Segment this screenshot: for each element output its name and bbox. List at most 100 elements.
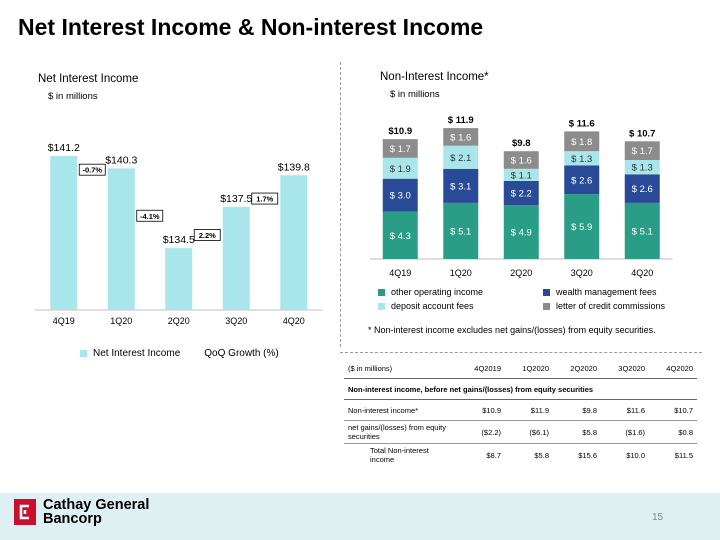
nii-bar [280,175,308,310]
table-section-row: Non-interest income, before net gains/(l… [344,378,697,400]
legend-swatch-letter [543,302,550,310]
x-tick-label: 2Q20 [168,316,190,326]
stack-segment [624,160,660,175]
right-chart-title: Non-Interest Income* [380,71,489,83]
stack-segment [443,202,479,259]
total-label: $9.8 [512,138,531,149]
segment-value-label: $ 1.1 [511,170,532,181]
segment-value-label: $ 5.1 [450,226,471,237]
segment-value-label: $ 2.6 [571,175,592,186]
stack-segment [564,131,600,152]
qoq-growth-label: -0.7% [82,166,102,175]
table-row: net gains/(losses) from equity securitie… [344,420,697,444]
total-label: $ 11.9 [448,115,474,126]
table-cell: $11.9 [505,399,553,421]
legend-item-other: other operating income [378,287,483,297]
right-chart-subtitle: $ in millions [390,89,440,100]
x-tick-label: 1Q20 [450,268,472,278]
segment-value-label: $ 5.9 [571,222,592,233]
table-cell: $15.6 [553,443,601,466]
stack-segment [624,141,660,160]
table-cell: $5.8 [553,420,601,444]
segment-value-label: $ 1.3 [571,154,592,165]
x-tick-label: 1Q20 [110,316,132,326]
footer-band [0,493,720,540]
segment-value-label: $ 2.6 [632,184,653,195]
stack-segment [624,174,660,203]
footnote: * Non-interest income excludes net gains… [368,325,656,335]
table-cell: $10.9 [457,399,505,421]
legend-label-other: other operating income [391,287,484,297]
x-tick-label: 4Q19 [53,316,75,326]
stack-segment [503,205,539,259]
qoq-growth-label: 1.7% [256,195,273,204]
qoq-growth-box [78,163,106,176]
stack-segment [564,151,600,166]
qoq-growth-box [251,192,279,205]
x-tick-label: 4Q20 [631,268,653,278]
segment-value-label: $ 1.6 [450,132,471,143]
stack-segment [503,180,539,206]
table-cell: ($1.6) [601,420,649,444]
table-header-cell: 3Q2020 [601,358,649,379]
table-header-cell: 4Q2019 [457,358,505,379]
segment-value-label: $ 1.3 [632,163,653,174]
nii-data-label: $134.5 [163,234,195,246]
stack-segment [382,157,418,179]
table-header-row: ($ in millions) 4Q2019 1Q2020 2Q2020 3Q2… [344,358,697,379]
qoq-growth-label: -4.1% [140,212,160,221]
stack-segment [564,165,600,195]
legend-item-letter: letter of credit commissions [543,301,665,311]
table-cell: $10.0 [601,443,649,466]
stack-segment [382,211,418,259]
segment-value-label: $ 1.8 [571,137,592,148]
qoq-growth-box [193,229,221,241]
segment-value-label: $ 5.1 [632,226,653,237]
segment-value-label: $ 4.9 [511,228,532,239]
table-cell: ($2.2) [457,420,505,444]
table-cell: $10.7 [649,399,697,421]
stack-segment [443,168,479,203]
nii-bar [50,156,78,310]
x-tick-label: 3Q20 [225,316,247,326]
nii-data-label: $137.5 [220,193,252,205]
x-tick-label: 4Q20 [283,316,305,326]
stack-segment [503,168,539,181]
left-chart-title: Net Interest Income [38,73,139,85]
legend-swatch-deposit [378,302,385,310]
total-label: $ 10.7 [629,128,655,139]
logo-text-line2: Bancorp [43,511,102,527]
non-interest-income-chart: $ 4.3 $ 3.0 $ 1.9 $ 1.7 $10.9 4Q19 $ 5.1 $ 3.1 $… [370,115,673,278]
table-cell: $8.7 [457,443,505,466]
nii-data-label: $139.8 [278,161,310,173]
page-number: 15 [652,512,664,523]
legend-label-deposit: deposit account fees [391,301,474,311]
qoq-growth-box [136,209,164,222]
segment-value-label: $ 4.3 [390,231,411,242]
segment-value-label: $ 2.1 [450,153,471,164]
table-row: Non-interest income* $10.9 $11.9 $9.8 $1… [344,399,697,421]
table-section-label: Non-interest income, before net gains/(l… [344,378,697,400]
segment-value-label: $ 3.0 [390,191,411,202]
table-cell: ($6.1) [505,420,553,444]
table-cell: $9.8 [553,399,601,421]
stack-segment [443,128,479,146]
legend-swatch-nii [80,350,87,357]
vertical-divider [340,62,341,347]
legend-swatch-wealth [543,288,550,296]
legend-item-wealth: wealth management fees [543,287,657,297]
table-cell: Total Non-interest income [344,443,457,466]
nii-bar [107,168,135,310]
stack-segment [503,151,539,169]
table-cell: $5.8 [505,443,553,466]
table-cell: Non-interest income* [344,399,457,421]
total-label: $10.9 [388,126,412,137]
net-interest-income-chart: $141.2 4Q19 $140.3 1Q20 -0.7% $134.5 2Q20 -4.1%… [35,142,323,326]
nii-bar [222,206,250,310]
legend-label-wealth: wealth management fees [556,287,657,297]
nii-bar [165,248,193,310]
table-cell: $11.5 [649,443,697,466]
table-header-cell: 2Q2020 [553,358,601,379]
segment-value-label: $ 3.1 [450,181,471,192]
legend-item-deposit: deposit account fees [378,301,474,311]
